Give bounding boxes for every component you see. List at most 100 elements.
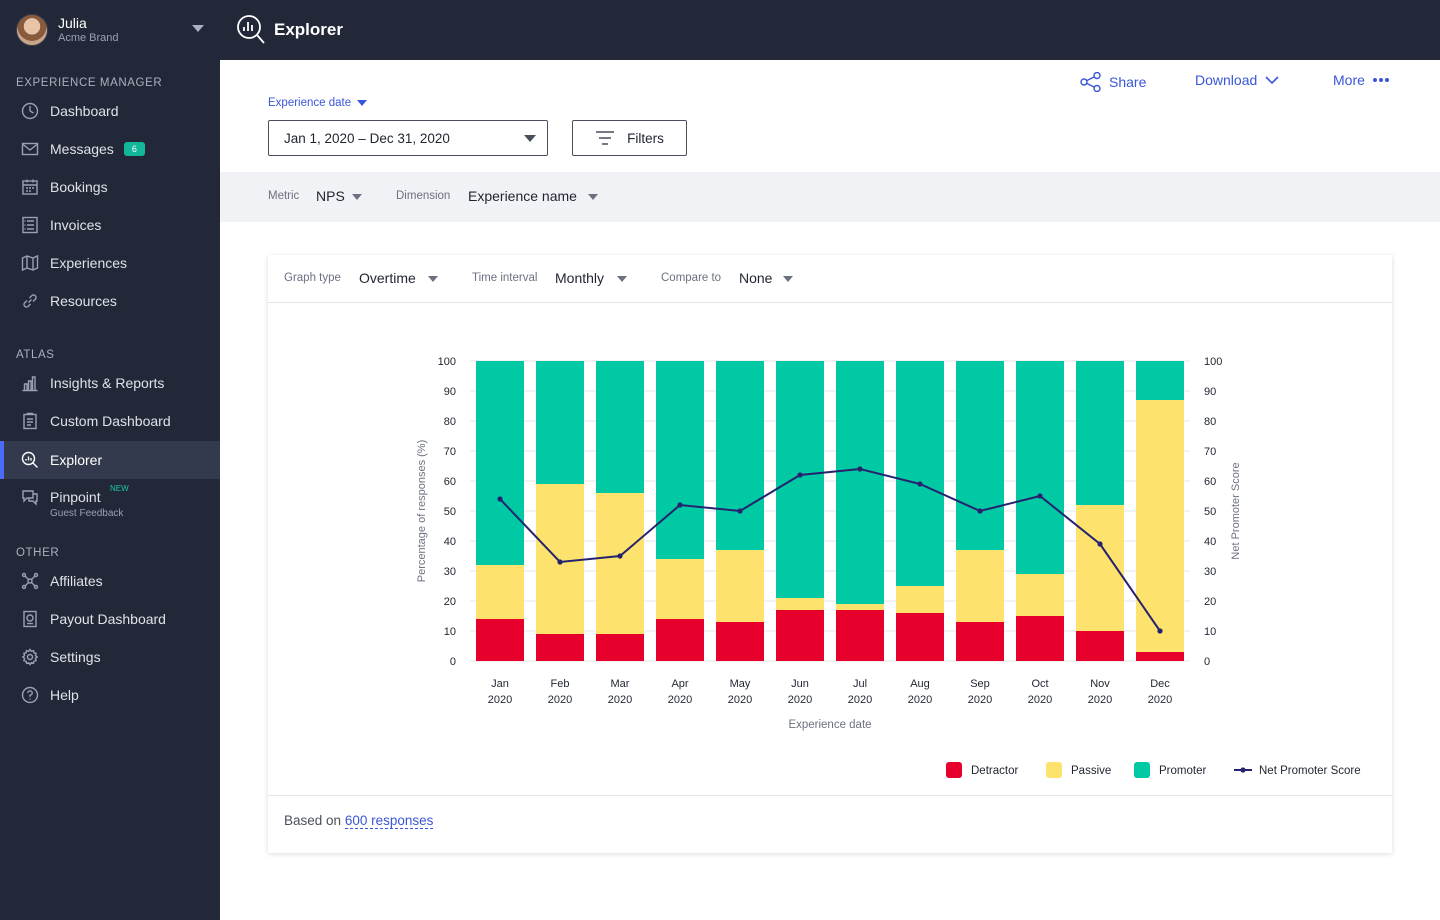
nps-point xyxy=(677,502,683,508)
bar-promoter xyxy=(1076,361,1124,505)
bar-promoter xyxy=(776,361,824,598)
sidebar-item-explorer[interactable]: Explorer xyxy=(0,441,220,479)
link-icon xyxy=(20,291,40,311)
caret-down-icon xyxy=(357,100,368,106)
experience-date-toggle[interactable]: Experience date xyxy=(268,97,368,109)
bar-detractor xyxy=(536,634,584,661)
nps-point xyxy=(917,481,923,487)
bar-passive xyxy=(1016,574,1064,616)
x-tick-label: 2020 xyxy=(548,694,572,706)
sidebar-item-sublabel: Guest Feedback xyxy=(50,508,124,519)
chevron-down-icon xyxy=(1265,75,1279,85)
sidebar-item-dashboard[interactable]: Dashboard xyxy=(0,92,220,130)
bar-detractor xyxy=(656,619,704,661)
sidebar-item-label: Affiliates xyxy=(50,573,103,589)
sidebar-item-messages[interactable]: Messages 6 xyxy=(0,130,220,168)
bar-passive xyxy=(716,550,764,622)
filters-label: Filters xyxy=(627,130,664,146)
sidebar-item-experiences[interactable]: Experiences xyxy=(0,244,220,282)
graph-type-label: Graph type xyxy=(284,272,341,284)
y-axis-label: Percentage of responses (%) xyxy=(416,440,428,582)
profile-brand: Acme Brand xyxy=(58,32,119,44)
time-interval-value: Monthly xyxy=(555,270,605,286)
download-button[interactable]: Download xyxy=(1195,72,1279,88)
legend-label: Net Promoter Score xyxy=(1259,765,1361,777)
metric-value: NPS xyxy=(316,188,345,204)
nps-point xyxy=(557,559,563,565)
sidebar-item-help[interactable]: Help xyxy=(0,676,220,714)
metric-dimension-bar: Metric NPS Dimension Experience name xyxy=(220,172,1440,222)
sidebar-item-custom-dashboard[interactable]: Custom Dashboard xyxy=(0,402,220,440)
x-tick-label: 2020 xyxy=(908,694,932,706)
y2-tick-label: 0 xyxy=(1204,656,1210,668)
network-icon xyxy=(20,571,40,591)
responses-link[interactable]: 600 responses xyxy=(344,813,434,829)
bar-promoter xyxy=(956,361,1004,550)
date-range-value: Jan 1, 2020 – Dec 31, 2020 xyxy=(284,130,450,146)
sidebar-item-invoices[interactable]: Invoices xyxy=(0,206,220,244)
legend-line-point xyxy=(1240,767,1246,773)
bar-passive xyxy=(476,565,524,619)
legend-swatch xyxy=(946,762,962,778)
bar-passive xyxy=(656,559,704,619)
sidebar-item-pinpoint[interactable]: Pinpoint NEW Guest Feedback xyxy=(0,478,220,519)
sidebar-item-affiliates[interactable]: Affiliates xyxy=(0,562,220,600)
sidebar-item-bookings[interactable]: Bookings xyxy=(0,168,220,206)
y2-tick-label: 10 xyxy=(1204,626,1216,638)
sidebar-item-insights-reports[interactable]: Insights & Reports xyxy=(0,364,220,402)
more-dots-icon xyxy=(1372,77,1390,83)
y-tick-label: 80 xyxy=(444,416,456,428)
caret-down-icon xyxy=(783,276,793,282)
explorer-icon xyxy=(20,450,40,470)
invoice-icon xyxy=(20,215,40,235)
new-tag: NEW xyxy=(110,484,129,493)
legend-swatch xyxy=(1046,762,1062,778)
nps-point xyxy=(1037,493,1043,499)
x-tick-label: Mar xyxy=(611,678,630,690)
y2-tick-label: 30 xyxy=(1204,566,1216,578)
responses-prefix: Based on xyxy=(284,813,342,828)
x-tick-label: 2020 xyxy=(728,694,752,706)
x-tick-label: Aug xyxy=(910,678,930,690)
dimension-value: Experience name xyxy=(468,188,577,204)
filters-button[interactable]: Filters xyxy=(572,120,687,156)
y-tick-label: 30 xyxy=(444,566,456,578)
x-tick-label: Dec xyxy=(1150,678,1170,690)
y-tick-label: 60 xyxy=(444,476,456,488)
bar-detractor xyxy=(716,622,764,661)
chevron-down-icon[interactable] xyxy=(192,25,204,32)
caret-down-icon xyxy=(524,135,536,142)
y2-tick-label: 20 xyxy=(1204,596,1216,608)
bar-detractor xyxy=(1076,631,1124,661)
payout-icon xyxy=(20,609,40,629)
bar-promoter xyxy=(836,361,884,604)
sidebar-item-resources[interactable]: Resources xyxy=(0,282,220,320)
nps-point xyxy=(1097,541,1103,547)
share-button[interactable]: Share xyxy=(1080,72,1146,92)
x-tick-label: Jun xyxy=(791,678,809,690)
bar-promoter xyxy=(716,361,764,550)
profile-switcher[interactable]: Julia Acme Brand xyxy=(0,0,220,60)
nps-line xyxy=(499,467,1161,632)
sidebar-item-label: Pinpoint xyxy=(50,489,101,505)
sidebar-item-label: Custom Dashboard xyxy=(50,413,171,429)
sidebar-item-label: Invoices xyxy=(50,217,102,233)
date-range-select[interactable]: Jan 1, 2020 – Dec 31, 2020 xyxy=(268,120,548,156)
top-bar: Explorer xyxy=(220,0,1440,60)
chart-controls: Graph type Overtime Time interval Monthl… xyxy=(268,255,1392,303)
y-tick-label: 10 xyxy=(444,626,456,638)
x-tick-label: 2020 xyxy=(788,694,812,706)
x-tick-label: 2020 xyxy=(968,694,992,706)
sidebar-item-payout-dashboard[interactable]: Payout Dashboard xyxy=(0,600,220,638)
more-button[interactable]: More xyxy=(1333,72,1390,88)
legend-swatch xyxy=(1134,762,1150,778)
sidebar-item-settings[interactable]: Settings xyxy=(0,638,220,676)
sidebar-item-label: Messages xyxy=(50,141,114,157)
y2-tick-label: 100 xyxy=(1204,356,1222,368)
x-tick-label: May xyxy=(730,678,751,690)
nps-point xyxy=(1157,628,1163,634)
compare-to-value: None xyxy=(739,270,773,286)
experience-date-label: Experience date xyxy=(268,97,352,109)
more-label: More xyxy=(1333,72,1365,88)
